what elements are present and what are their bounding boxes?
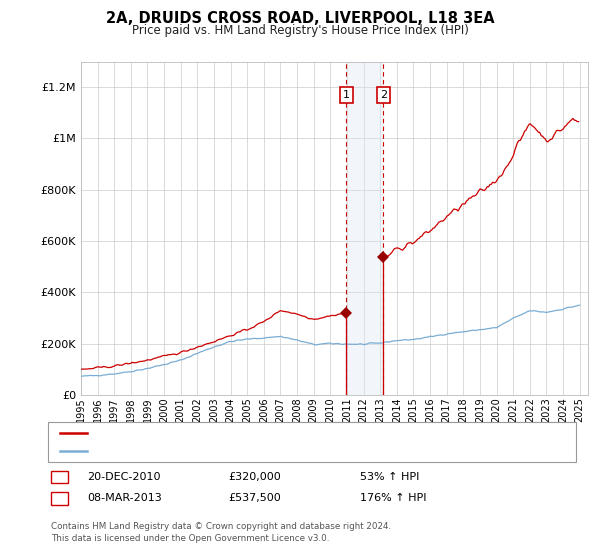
Text: 08-MAR-2013: 08-MAR-2013 xyxy=(87,493,162,503)
Text: 2: 2 xyxy=(56,493,63,503)
Text: 20-DEC-2010: 20-DEC-2010 xyxy=(87,472,161,482)
Text: 2A, DRUIDS CROSS ROAD, LIVERPOOL, L18 3EA: 2A, DRUIDS CROSS ROAD, LIVERPOOL, L18 3E… xyxy=(106,11,494,26)
Text: 53% ↑ HPI: 53% ↑ HPI xyxy=(360,472,419,482)
Text: 2A, DRUIDS CROSS ROAD, LIVERPOOL, L18 3EA (detached house): 2A, DRUIDS CROSS ROAD, LIVERPOOL, L18 3E… xyxy=(93,428,435,438)
Bar xyxy=(346,62,383,395)
Text: HPI: Average price, detached house, Liverpool: HPI: Average price, detached house, Live… xyxy=(93,446,334,456)
Text: Contains HM Land Registry data © Crown copyright and database right 2024.
This d: Contains HM Land Registry data © Crown c… xyxy=(51,522,391,543)
Text: £320,000: £320,000 xyxy=(228,472,281,482)
Text: £537,500: £537,500 xyxy=(228,493,281,503)
Text: 1: 1 xyxy=(56,472,63,482)
Text: 176% ↑ HPI: 176% ↑ HPI xyxy=(360,493,427,503)
Text: Price paid vs. HM Land Registry's House Price Index (HPI): Price paid vs. HM Land Registry's House … xyxy=(131,24,469,36)
Text: 2: 2 xyxy=(380,90,387,100)
Text: 1: 1 xyxy=(343,90,350,100)
